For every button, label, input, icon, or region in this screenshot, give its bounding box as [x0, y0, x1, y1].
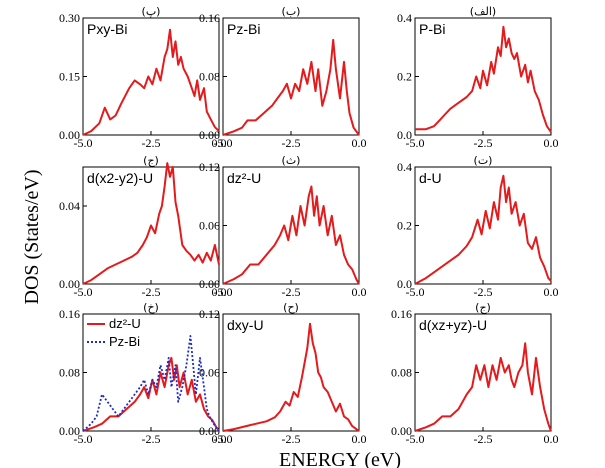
x-tick-label: -5.0 — [214, 285, 233, 299]
series-line-d(xz+yz)-U — [414, 342, 552, 432]
panel-title: (خ) — [143, 301, 159, 314]
x-tick-label: -5.0 — [214, 432, 233, 446]
y-tick-label: 0.08 — [199, 70, 220, 84]
y-tick-label: 0.0 — [397, 128, 412, 142]
y-tick-label: 0.30 — [59, 11, 80, 25]
y-tick-label: 0.4 — [397, 11, 412, 25]
series-line-d-U — [414, 174, 552, 285]
panel-title: (ج) — [475, 301, 491, 314]
y-tick-label: 0.16 — [59, 307, 80, 321]
y-tick-label: 0.00 — [391, 424, 412, 438]
x-tick-label: -5.0 — [406, 136, 425, 150]
panel-title: (ت) — [474, 154, 493, 167]
x-tick-label: -5.0 — [406, 432, 425, 446]
x-tick-label: 0.0 — [212, 432, 227, 446]
y-tick-label: 0.00 — [59, 128, 80, 142]
panel-title: (ح) — [283, 301, 299, 314]
panel-label: Pxy-Bi — [87, 21, 127, 37]
panel-title: (ج) — [143, 154, 159, 167]
panel-title: (الف) — [470, 5, 496, 18]
panel-0: (الف) -5.0 -2.5 0.0 0.0 0.2 0.4 P-Bi — [397, 5, 559, 150]
x-tick-label: 0.0 — [352, 432, 367, 446]
x-tick-label: -2.5 — [142, 136, 161, 150]
x-tick-label: 0.0 — [352, 285, 367, 299]
x-tick-label: -5.0 — [74, 136, 93, 150]
x-tick-label: -2.5 — [282, 432, 301, 446]
y-tick-label: 0.08 — [391, 366, 412, 380]
y-tick-label: 0.15 — [59, 70, 80, 84]
x-tick-label: -2.5 — [474, 432, 493, 446]
panel-label: d-U — [419, 170, 442, 186]
y-tick-label: 0.04 — [59, 199, 80, 213]
x-tick-label: 0.0 — [544, 136, 559, 150]
y-tick-label: 0.06 — [199, 219, 220, 233]
series-line-Pz-Bi — [222, 38, 360, 136]
y-tick-label: 0.08 — [59, 366, 80, 380]
panel-label: d(x2-y2)-U — [87, 170, 153, 186]
panel-5: (ج) -5.0 -2.5 0.0 0.00 0.04 d(x2-y2)-U — [59, 154, 227, 299]
panel-3: (ت) -5.0 -2.5 0.0 0.0 0.2 0.4 d-U — [397, 154, 559, 299]
x-tick-label: -5.0 — [74, 285, 93, 299]
panel-2: (پ) -5.0 -2.5 0.0 0.00 0.15 0.30 Pxy-Bi — [59, 5, 227, 150]
legend-entry: dz²-U — [109, 316, 141, 331]
x-tick-label: 0.0 — [212, 285, 227, 299]
x-tick-label: 0.0 — [352, 136, 367, 150]
panel-title: (پ) — [142, 5, 161, 18]
x-tick-label: -5.0 — [214, 136, 233, 150]
y-tick-label: 0.4 — [397, 160, 412, 174]
y-tick-label: 0.2 — [397, 70, 412, 84]
panel-label: dxy-U — [227, 317, 264, 333]
x-tick-label: -2.5 — [142, 285, 161, 299]
panel-label: P-Bi — [419, 21, 445, 37]
series-line-dz²-U — [222, 185, 360, 285]
panel-8: (خ) -5.0 -2.5 0.0 0.00 0.08 0.16 dz²-U Pz-Bi — [59, 301, 227, 446]
y-tick-label: 0.00 — [59, 424, 80, 438]
x-tick-label: -2.5 — [474, 285, 493, 299]
y-axis-title: DOS (States/eV) — [21, 170, 43, 305]
panel-label: d(xz+yz)-U — [419, 317, 487, 333]
x-tick-label: 0.0 — [544, 432, 559, 446]
panel-6: (ج) -5.0 -2.5 0.0 0.00 0.08 0.16 d(xz+yz)-U — [391, 301, 559, 446]
panel-label: Pz-Bi — [227, 21, 260, 37]
x-tick-label: 0.0 — [544, 285, 559, 299]
series-line-Pz-Bi — [82, 334, 220, 432]
x-tick-label: -2.5 — [282, 136, 301, 150]
series-line-d(x2-y2)-U — [82, 162, 220, 285]
x-tick-label: -2.5 — [142, 432, 161, 446]
x-axis-title: ENERGY (eV) — [279, 449, 401, 468]
x-tick-label: 0.0 — [212, 136, 227, 150]
series-line-dxy-U — [222, 322, 360, 432]
y-tick-label: 0.2 — [397, 219, 412, 233]
x-tick-label: -5.0 — [406, 285, 425, 299]
y-tick-label: 0.06 — [199, 366, 220, 380]
series-line-P-Bi — [415, 25, 552, 133]
y-tick-label: 0.16 — [391, 307, 412, 321]
panel-title: (ب) — [282, 5, 301, 18]
panel-label: dz²-U — [227, 170, 261, 186]
panel-title: (ث) — [282, 154, 301, 167]
x-tick-label: -2.5 — [474, 136, 493, 150]
y-tick-label: 0.00 — [59, 277, 80, 291]
y-tick-label: 0.0 — [397, 277, 412, 291]
series-line-Pxy-Bi — [82, 28, 220, 136]
x-tick-label: -5.0 — [74, 432, 93, 446]
x-tick-label: -2.5 — [282, 285, 301, 299]
legend-entry: Pz-Bi — [109, 334, 140, 349]
